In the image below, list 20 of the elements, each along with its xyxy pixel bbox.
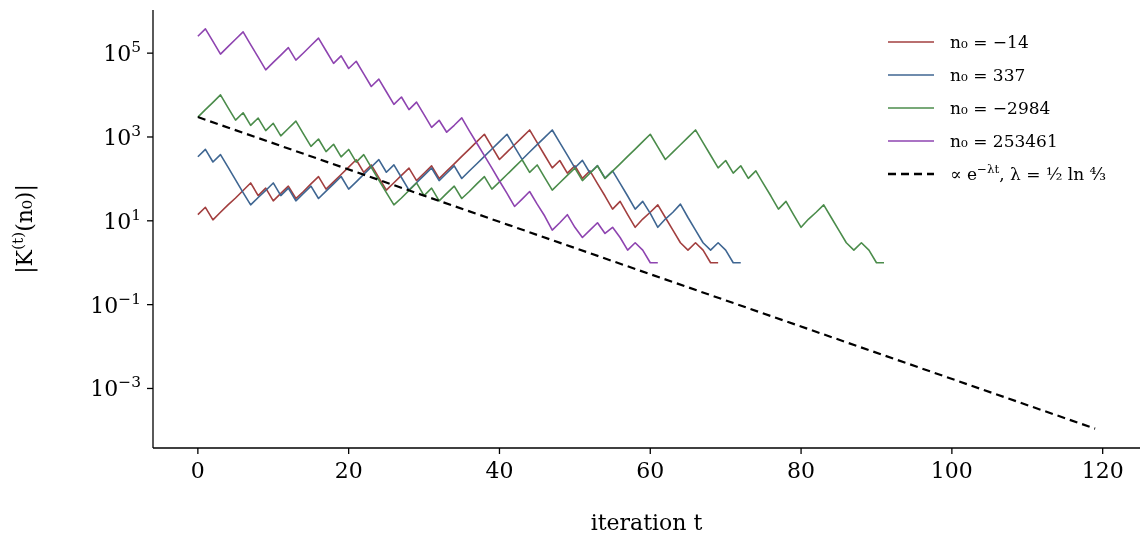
legend-label: ∝ e$^{−λt}$, λ = ½ ln ⁴⁄₃ xyxy=(950,162,1107,184)
y-tick-label: 10$^{−3}$ xyxy=(90,373,141,402)
x-tick-label: 20 xyxy=(334,458,363,483)
line-series xyxy=(197,94,885,264)
legend-label: n₀ = 337 xyxy=(950,65,1026,85)
y-tick-label: 10$^{1}$ xyxy=(103,205,141,234)
x-tick-label: 0 xyxy=(190,458,205,483)
legend-label: n₀ = −2984 xyxy=(950,98,1051,118)
line-series xyxy=(197,28,659,264)
y-tick-label: 10$^{−1}$ xyxy=(90,289,141,318)
x-tick-label: 100 xyxy=(930,458,973,483)
x-axis-title: iteration t xyxy=(590,510,703,535)
legend-label: n₀ = 253461 xyxy=(950,131,1058,151)
legend-label: n₀ = −14 xyxy=(950,32,1029,52)
x-tick-label: 80 xyxy=(787,458,816,483)
x-tick-label: 40 xyxy=(485,458,514,483)
x-tick-label: 120 xyxy=(1081,458,1124,483)
y-tick-label: 10$^{3}$ xyxy=(103,121,141,150)
y-tick-label: 10$^{5}$ xyxy=(103,38,141,67)
x-tick-label: 60 xyxy=(636,458,665,483)
